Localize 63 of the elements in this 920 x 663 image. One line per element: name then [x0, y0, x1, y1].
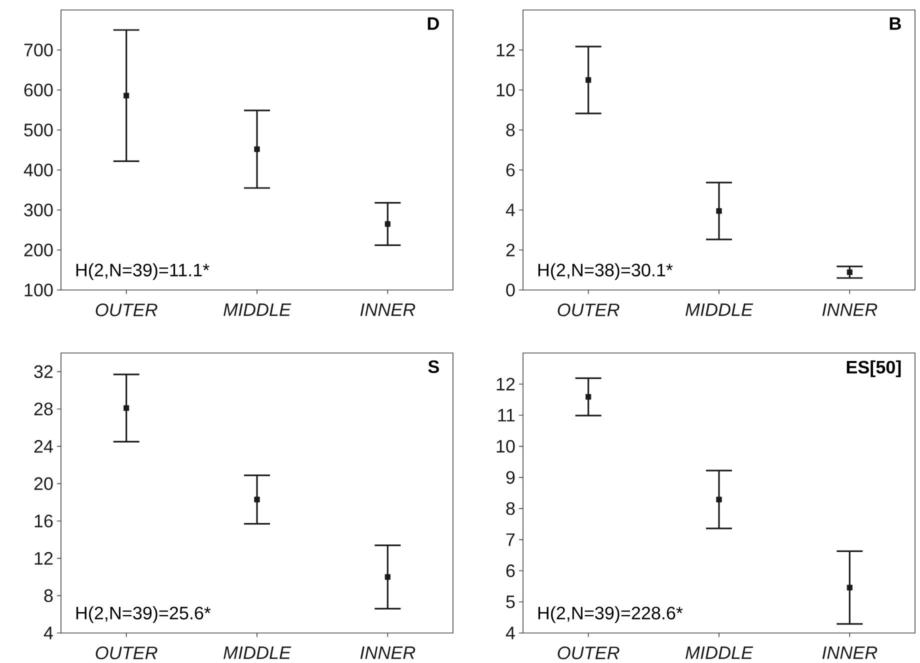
x-tick-label: OUTER [96, 646, 158, 660]
point [384, 221, 390, 227]
y-tick-label: 8 [44, 589, 53, 602]
y-tick-label: 100 [24, 284, 53, 296]
y-tick-label: 32 [34, 365, 53, 378]
x-tick-label: OUTER [96, 304, 158, 316]
x-tick-label: OUTER [558, 304, 620, 316]
y-tick-label: 6 [506, 564, 515, 578]
x-tick-label: INNER [360, 646, 416, 659]
y-tick-label: 9 [506, 471, 515, 484]
y-tick-label: 10 [496, 440, 515, 453]
y-tick-label: 11 [498, 409, 515, 422]
annotation: H(2,N=38)=30.1* [538, 263, 673, 280]
y-tick-label: 12 [34, 552, 53, 565]
point [124, 405, 130, 411]
point [124, 92, 130, 98]
chart-title: B [890, 17, 901, 30]
point [846, 584, 852, 590]
y-tick-label: 500 [24, 124, 53, 136]
y-tick-label: 12 [496, 378, 515, 390]
y-tick-label: 400 [24, 164, 53, 176]
annotation: H(2,N=39)=11.1* [76, 263, 210, 280]
x-tick-label: INNER [822, 304, 878, 316]
x-tick-label: MIDDLE [224, 304, 292, 316]
y-tick-label: 8 [506, 124, 515, 136]
point [716, 496, 722, 502]
y-tick-label: 6 [506, 164, 515, 176]
y-tick-label: 2 [506, 244, 515, 256]
x-tick-label: OUTER [558, 646, 620, 660]
point [716, 208, 722, 214]
x-tick-label: MIDDLE [224, 646, 292, 659]
y-tick-label: 700 [24, 44, 53, 56]
chart-title: D [428, 17, 439, 30]
y-tick-label: 10 [496, 84, 515, 96]
y-tick-label: 24 [34, 440, 53, 453]
y-tick-label: 4 [506, 204, 515, 216]
y-tick-label: 0 [506, 284, 515, 296]
y-tick-label: 20 [34, 477, 53, 490]
y-tick-label: 8 [506, 502, 515, 515]
point [254, 496, 260, 502]
x-tick-label: INNER [360, 304, 416, 316]
y-tick-label: 5 [506, 596, 515, 608]
y-tick-label: 28 [34, 402, 53, 416]
y-tick-label: 200 [24, 244, 53, 256]
y-tick-label: 7 [506, 533, 515, 546]
y-tick-label: 4 [44, 626, 53, 640]
point [254, 146, 260, 152]
point [586, 394, 592, 400]
chart-title: ES[50] [846, 360, 901, 378]
point [384, 574, 390, 580]
x-tick-label: MIDDLE [686, 304, 754, 316]
y-tick-label: 600 [24, 84, 53, 96]
x-tick-label: INNER [822, 646, 878, 659]
annotation: H(2,N=39)=25.6* [76, 606, 211, 624]
x-tick-label: MIDDLE [686, 646, 754, 659]
y-tick-label: 4 [506, 626, 515, 640]
chart-title: S [428, 360, 439, 374]
point [846, 269, 852, 275]
y-tick-label: 16 [34, 514, 53, 528]
y-tick-label: 12 [496, 44, 515, 56]
y-tick-label: 300 [24, 204, 53, 216]
point [586, 77, 592, 83]
annotation: H(2,N=39)=228.6* [538, 606, 683, 624]
